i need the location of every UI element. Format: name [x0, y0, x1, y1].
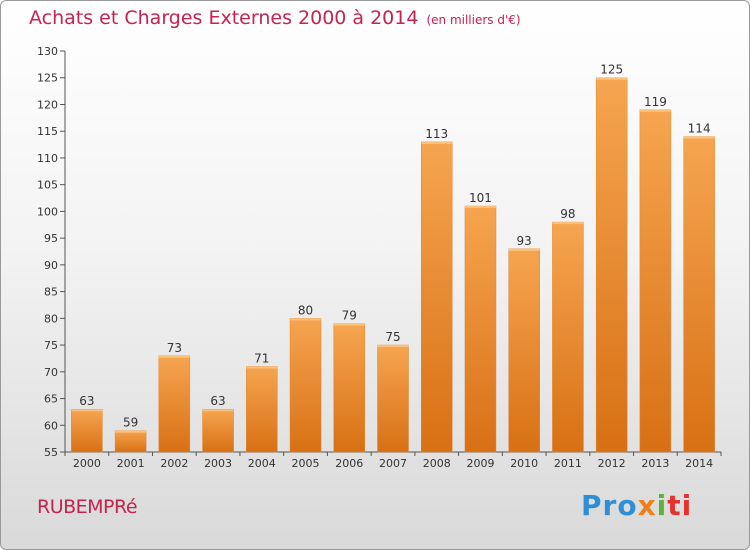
bar — [377, 344, 409, 453]
bar-highlight — [333, 323, 365, 326]
x-tick-label: 2006 — [335, 457, 363, 470]
bar — [246, 366, 278, 453]
data-label: 63 — [210, 394, 225, 408]
chart-title: Achats et Charges Externes 2000 à 2014 (e… — [29, 7, 521, 29]
y-tick-label: 125 — [37, 72, 58, 85]
x-tick-label: 2014 — [685, 457, 713, 470]
data-label: 71 — [254, 351, 269, 365]
bar — [158, 355, 191, 453]
logo-part: ti — [667, 489, 693, 522]
bar-highlight — [552, 222, 584, 225]
bar — [202, 408, 234, 453]
bar-highlight — [421, 141, 453, 144]
y-tick-label: 85 — [44, 286, 58, 299]
data-label: 93 — [517, 234, 532, 248]
bar-highlight — [290, 318, 322, 321]
bar — [639, 109, 672, 453]
bar-highlight — [115, 430, 147, 433]
y-tick-label: 130 — [37, 45, 58, 58]
bar — [464, 205, 497, 453]
bar-highlight — [464, 206, 496, 209]
data-label: 73 — [167, 341, 182, 355]
bars — [71, 77, 715, 453]
y-tick-label: 105 — [37, 179, 58, 192]
title-text: Achats et Charges Externes 2000 à 2014 — [29, 7, 419, 29]
bar-highlight — [508, 248, 540, 251]
data-label: 119 — [644, 95, 667, 109]
bar-highlight — [639, 109, 671, 112]
y-tick-label: 115 — [37, 125, 58, 138]
y-tick-label: 120 — [37, 98, 58, 111]
bar — [420, 141, 453, 453]
bar — [333, 323, 366, 453]
proxiti-logo: Proxiti — [581, 489, 692, 522]
bar — [71, 408, 103, 453]
logo-part: x — [637, 489, 657, 522]
logo-part: Pro — [581, 489, 638, 522]
x-tick-label: 2001 — [117, 457, 145, 470]
commune-name: RUBEMPRé — [37, 496, 138, 518]
bar-highlight — [158, 355, 190, 358]
bar-highlight — [596, 77, 628, 80]
bar — [508, 248, 540, 453]
y-tick-label: 70 — [44, 366, 58, 379]
x-tick-label: 2013 — [641, 457, 669, 470]
x-tick-label: 2004 — [248, 457, 276, 470]
bar — [683, 136, 715, 453]
logo-part: i — [656, 489, 668, 522]
unit-label: (en milliers d'€) — [426, 13, 521, 27]
data-label: 63 — [79, 394, 94, 408]
y-tick-label: 60 — [44, 419, 58, 432]
bar — [289, 318, 322, 453]
y-tick-label: 65 — [44, 393, 58, 406]
y-tick-label: 110 — [37, 152, 58, 165]
bar-highlight — [683, 136, 715, 139]
y-tick-label: 90 — [44, 259, 58, 272]
x-tick-label: 2003 — [204, 457, 232, 470]
y-tick-label: 80 — [44, 312, 58, 325]
data-labels: 63 59 73 63 71 80 79 75 113 101 93 98 125 119 114 — [79, 63, 710, 430]
y-tick-label: 100 — [37, 205, 58, 218]
x-tick-label: 2011 — [554, 457, 582, 470]
data-label: 80 — [298, 303, 313, 317]
bar-highlight — [71, 409, 103, 412]
data-label: 101 — [469, 191, 492, 205]
y-tick-label: 75 — [44, 339, 58, 352]
x-tick-label: 2005 — [292, 457, 320, 470]
x-tick-label: 2000 — [73, 457, 101, 470]
x-tick-label: 2008 — [423, 457, 451, 470]
bar — [595, 77, 628, 453]
x-tick-label: 2010 — [510, 457, 538, 470]
y-tick-label: 55 — [44, 446, 58, 459]
data-label: 114 — [688, 122, 711, 136]
y-tick-label: 95 — [44, 232, 58, 245]
data-label: 125 — [600, 63, 623, 77]
x-tick-label: 2012 — [598, 457, 626, 470]
data-label: 113 — [425, 127, 448, 141]
bar-highlight — [377, 345, 409, 348]
bar — [114, 430, 147, 453]
data-label: 98 — [560, 207, 575, 221]
data-label: 79 — [342, 309, 357, 323]
x-tick-label: 2007 — [379, 457, 407, 470]
bar-highlight — [202, 409, 234, 412]
data-label: 59 — [123, 416, 138, 430]
data-label: 75 — [385, 330, 400, 344]
bar — [552, 221, 584, 453]
bar-highlight — [246, 366, 278, 369]
x-tick-label: 2002 — [160, 457, 188, 470]
x-tick-label: 2009 — [466, 457, 494, 470]
